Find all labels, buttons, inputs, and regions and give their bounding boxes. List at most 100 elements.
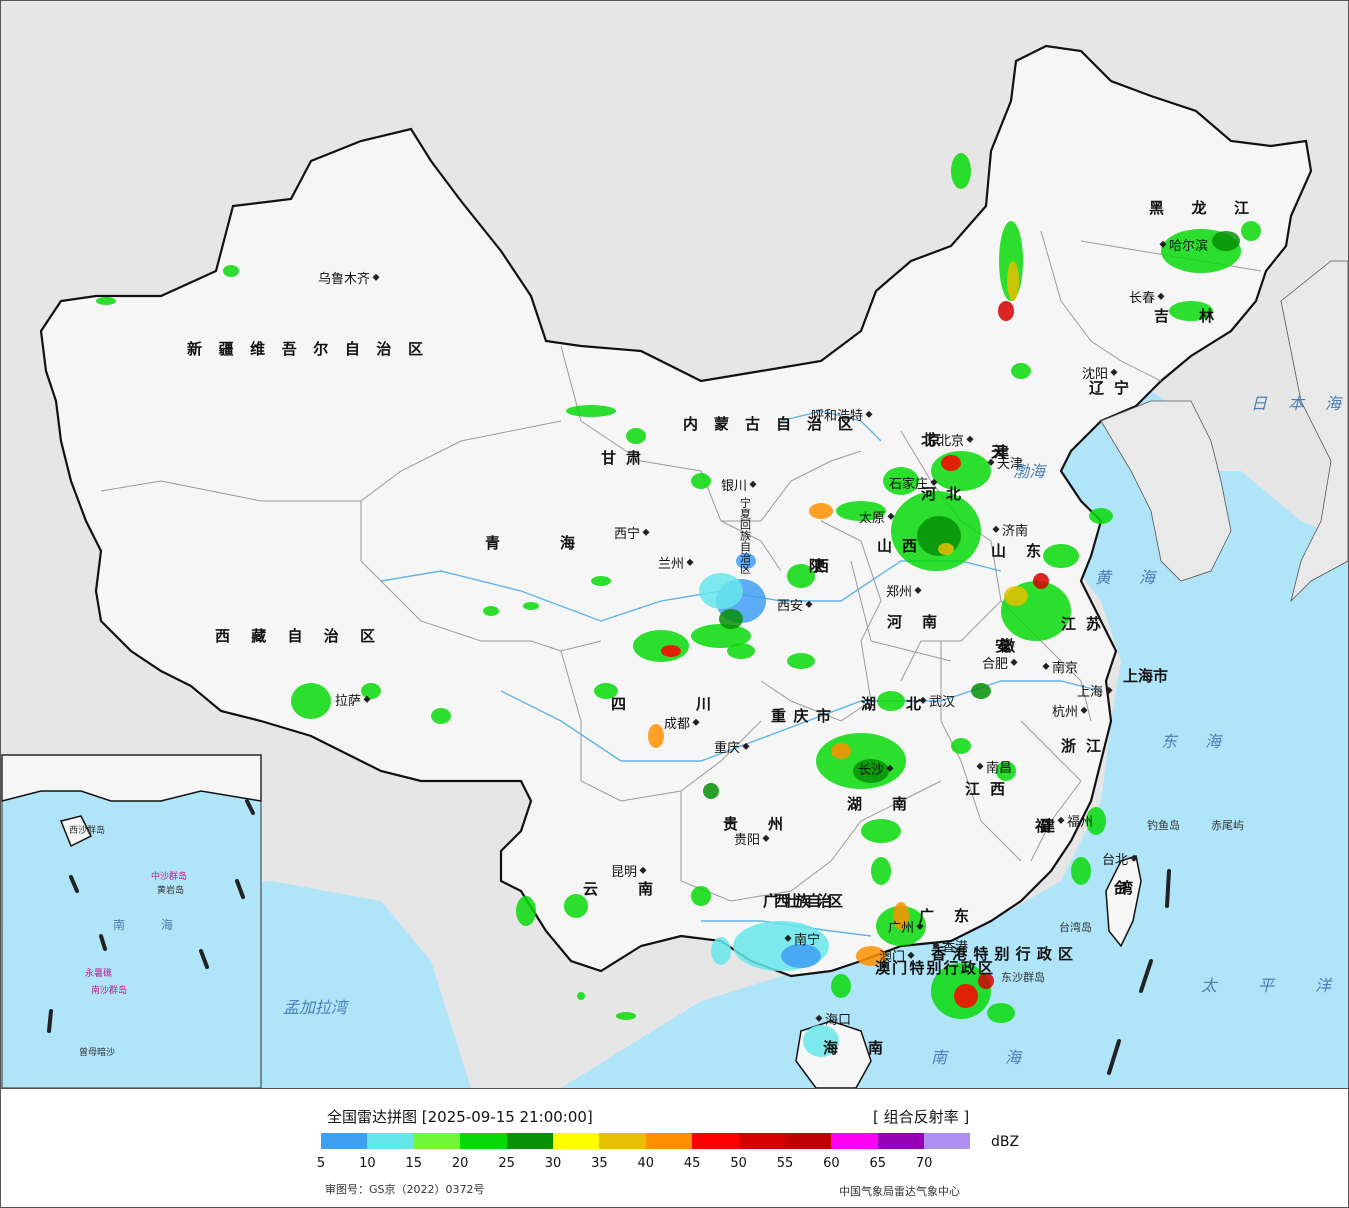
island-label: 曾母暗沙 [79, 1046, 115, 1058]
scale-tick-label: 70 [915, 1156, 933, 1171]
city-marker [784, 934, 792, 942]
city-marker [805, 600, 813, 608]
island-label: 黄岩岛 [157, 884, 184, 896]
radar-echo [361, 683, 381, 699]
city-marker [762, 834, 770, 842]
scale-tick-label: 45 [683, 1156, 701, 1171]
south-china-sea-inset [1, 754, 262, 1088]
province-label: 北京 [921, 431, 941, 449]
city-label: 郑州 [886, 585, 912, 600]
island-label: 永暑礁 [85, 967, 112, 979]
radar-echo [1212, 231, 1240, 251]
radar-echo [719, 609, 743, 629]
radar-echo [626, 428, 646, 444]
color-swatch [924, 1133, 971, 1149]
radar-echo [1071, 857, 1091, 885]
city-label: 天津 [997, 457, 1023, 472]
sea-area [561, 391, 1348, 1088]
city-label: 长春 [1129, 291, 1155, 306]
city-marker [363, 695, 371, 703]
maritime-boundary-dashes [47, 799, 1171, 1075]
radar-echo [978, 973, 994, 989]
radar-echo [938, 543, 954, 555]
radar-echo [971, 683, 991, 699]
radar-echo [954, 984, 978, 1008]
city-label: 西宁 [614, 526, 640, 542]
city-label: 昆明 [611, 865, 637, 880]
radar-echo [1004, 586, 1028, 606]
radar-echo [831, 974, 851, 998]
city-label: 海口 [825, 1013, 851, 1028]
radar-echo [566, 405, 616, 417]
island-label: 南沙群岛 [91, 984, 127, 996]
city-label: 广州 [888, 921, 914, 936]
radar-echo [516, 896, 536, 926]
scale-tick-label: 40 [637, 1156, 655, 1171]
radar-echo [787, 653, 815, 669]
scale-tick-label: 35 [591, 1156, 608, 1171]
radar-echo [996, 761, 1016, 781]
radar-echo [483, 606, 499, 616]
japan-islands [1280, 260, 1348, 603]
radar-echo [1007, 261, 1019, 301]
island-labels: 钓鱼岛 赤尾屿 台湾岛 东沙群岛 中沙群岛 西沙群岛 南沙群岛 黄岩岛 永暑礁 … [69, 818, 1244, 1058]
radar-echo [703, 783, 719, 799]
city-label: 济南 [1002, 523, 1028, 539]
legend-panel: 全国雷达拼图 [2025-09-15 21:00:00] [ 组合反射率 ] d… [1, 1088, 1348, 1207]
island-label: 赤尾屿 [1211, 819, 1244, 832]
color-swatch [877, 1133, 925, 1149]
radar-map: 新疆维吾尔自治区 西藏自治区 青海 甘肃 内蒙古自治区 黑龙江 吉林 辽宁 河北… [1, 1, 1348, 1088]
scale-tick-label: 55 [776, 1156, 794, 1171]
city-marker [372, 273, 380, 281]
province-label: 香港特别行政区 [931, 945, 1073, 963]
korea-peninsula [1100, 400, 1232, 582]
city-label: 南宁 [794, 932, 820, 948]
city-marker [865, 410, 873, 418]
radar-echo [727, 643, 755, 659]
scale-tick-label: 50 [730, 1156, 747, 1171]
city-marker [815, 1014, 823, 1022]
city-label: 太原 [859, 511, 885, 526]
radar-echo [1241, 221, 1261, 241]
radar-echo [223, 265, 239, 277]
radar-echo [523, 602, 539, 610]
radar-echo [836, 501, 886, 521]
map-approval-number: 审图号：GS京（2022）0372号 [325, 1183, 485, 1196]
island-label: 中沙群岛 [151, 870, 187, 882]
radar-echo [1169, 301, 1213, 321]
radar-echo [831, 743, 851, 759]
radar-echo [877, 691, 905, 711]
scale-tick-label: 15 [405, 1156, 423, 1171]
scale-tick-label: 30 [544, 1156, 562, 1171]
color-swatch [321, 1133, 368, 1149]
island-label: 东沙群岛 [1001, 970, 1045, 984]
province-borders [100, 230, 1262, 902]
taiwan-island [1105, 855, 1142, 948]
city-marker [642, 528, 650, 536]
radar-echo [661, 645, 681, 657]
province-label: 台湾 [1113, 879, 1133, 897]
city-label: 银川 [721, 479, 747, 494]
radar-echo [1043, 544, 1079, 568]
province-label: 安徽 [995, 637, 1016, 655]
radar-echo [616, 1012, 636, 1020]
radar-echo [951, 738, 971, 754]
city-label: 香港 [942, 940, 968, 955]
data-source: 中国气象局雷达气象中心 [839, 1185, 960, 1198]
city-label: 贵阳 [734, 833, 760, 848]
radar-echo [699, 573, 743, 609]
city-label: 长沙 [858, 763, 884, 778]
radar-echo [736, 553, 756, 569]
radar-echo [691, 473, 711, 489]
color-swatch [738, 1133, 785, 1149]
color-swatch [599, 1133, 646, 1149]
city-label: 兰州 [658, 557, 684, 572]
color-swatch [460, 1133, 507, 1149]
city-label: 沈阳 [1082, 367, 1108, 382]
color-swatch [692, 1133, 739, 1149]
city-label: 武汉 [929, 695, 955, 710]
color-swatch [552, 1133, 600, 1149]
radar-echo [577, 992, 585, 1000]
radar-echo [691, 886, 711, 906]
